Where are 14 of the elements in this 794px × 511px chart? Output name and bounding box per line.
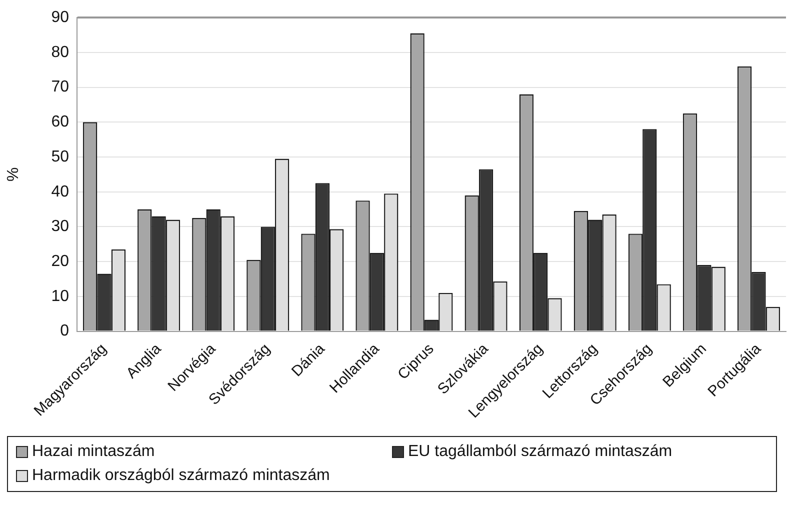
legend-label: EU tagállamból származó mintaszám	[408, 443, 672, 461]
y-tick-label: 80	[51, 44, 70, 61]
y-tick-label: 0	[60, 322, 70, 340]
y-tick-label: 10	[51, 288, 70, 305]
y-tick-label: 50	[51, 148, 70, 166]
legend-label: Harmadik országból származó mintaszám	[32, 467, 330, 485]
y-tick-label: 70	[51, 78, 70, 96]
y-tick-label: 40	[51, 183, 70, 200]
y-tick-label: 90	[51, 9, 70, 26]
y-axis-title: %	[5, 167, 22, 182]
y-tick-label: 20	[51, 252, 70, 270]
y-tick-label: 60	[51, 114, 70, 131]
y-tick-label: 30	[51, 218, 70, 236]
legend-label: Hazai mintaszám	[32, 443, 155, 461]
